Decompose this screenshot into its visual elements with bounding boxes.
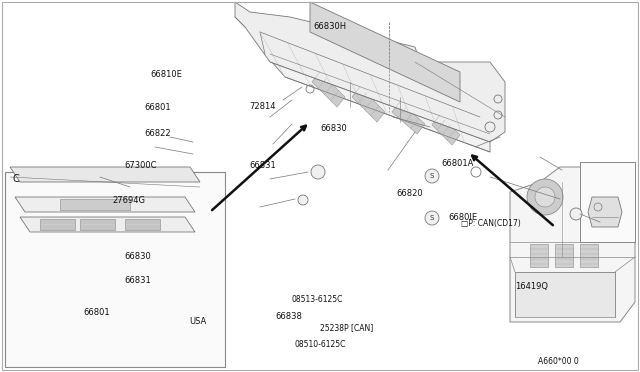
Text: 08510-6125C: 08510-6125C [294,340,346,349]
Circle shape [425,211,439,225]
Polygon shape [60,199,130,210]
Polygon shape [555,244,573,267]
Text: 66822: 66822 [144,129,171,138]
Polygon shape [392,102,425,134]
Polygon shape [125,219,160,230]
Text: 66801: 66801 [144,103,171,112]
Text: 08513-6125C: 08513-6125C [291,295,342,304]
Polygon shape [588,197,622,227]
Circle shape [527,179,563,215]
Text: 66801: 66801 [83,308,110,317]
Polygon shape [352,87,385,122]
Circle shape [311,165,325,179]
Text: 6680IE: 6680IE [448,213,477,222]
Polygon shape [580,244,598,267]
Text: S: S [430,173,434,179]
Text: 66820: 66820 [397,189,424,198]
Polygon shape [40,219,75,230]
Text: 25238P [CAN]: 25238P [CAN] [320,323,373,332]
Text: 66831: 66831 [125,276,152,285]
Bar [580,162,635,242]
Text: C: C [13,174,20,183]
Text: 67300C: 67300C [125,161,157,170]
Text: 72814: 72814 [250,102,276,110]
Text: 66831: 66831 [250,161,276,170]
Polygon shape [10,167,200,182]
Polygon shape [310,2,460,102]
Polygon shape [530,244,548,267]
Text: 66830H: 66830H [314,22,347,31]
Polygon shape [20,217,195,232]
Text: 27694G: 27694G [112,196,145,205]
Circle shape [425,169,439,183]
Circle shape [570,208,582,220]
Circle shape [535,187,555,207]
Text: 66810E: 66810E [150,70,182,79]
Text: A660*00 0: A660*00 0 [538,357,579,366]
Text: 66830: 66830 [320,124,347,133]
Text: 66801A: 66801A [442,159,474,168]
Text: USA: USA [189,317,206,326]
Polygon shape [515,272,615,317]
Text: □P: CAN(CD17): □P: CAN(CD17) [461,219,520,228]
Text: 16419Q: 16419Q [515,282,548,291]
Text: 66838: 66838 [275,312,302,321]
Polygon shape [15,197,195,212]
Circle shape [592,179,628,215]
Polygon shape [510,167,635,322]
Polygon shape [80,219,115,230]
Circle shape [600,187,620,207]
Text: 66830: 66830 [125,252,152,261]
Polygon shape [235,2,505,142]
Text: S: S [430,215,434,221]
Polygon shape [312,72,345,107]
Polygon shape [432,115,460,145]
Bar [5,172,225,367]
Polygon shape [260,32,490,152]
Circle shape [298,195,308,205]
